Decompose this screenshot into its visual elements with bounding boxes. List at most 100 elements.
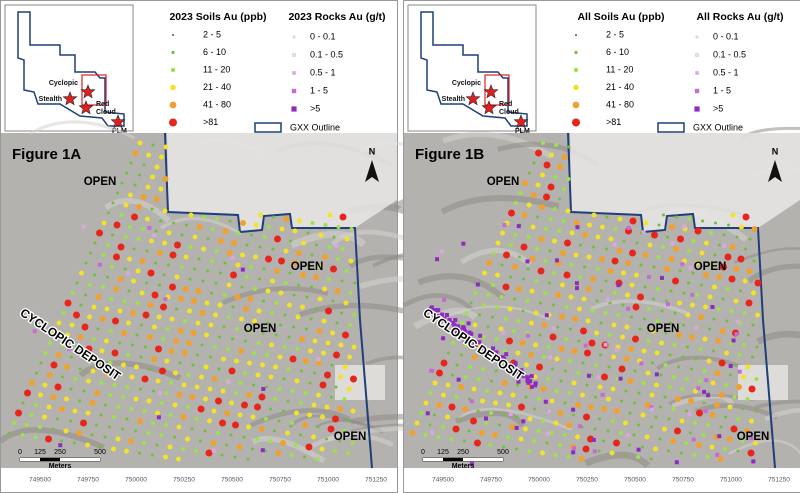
sample-dot (677, 235, 684, 243)
sample-dot (529, 320, 534, 326)
sample-dot (85, 345, 93, 353)
rock-sample (491, 346, 496, 351)
sample-dot (755, 312, 760, 318)
sample-dot (350, 441, 355, 445)
sample-dot (458, 384, 464, 390)
sample-dot (285, 430, 290, 436)
sample-dot (151, 143, 155, 147)
sample-dot (290, 389, 295, 393)
sample-dot (123, 267, 127, 271)
rock-sample (516, 379, 521, 384)
sample-dot (24, 389, 31, 397)
sample-dot (286, 367, 291, 371)
sample-dot (301, 240, 306, 246)
sample-dot (226, 315, 231, 319)
rock-sample (592, 449, 597, 454)
rocks-legend-label: 0 - 0.1 (310, 31, 336, 41)
sample-dot (112, 383, 117, 387)
sample-dot (196, 224, 203, 230)
sample-dot (575, 402, 581, 408)
sample-dot (325, 340, 331, 346)
sample-dot (173, 338, 179, 344)
rocks-legend-title: 2023 Rocks Au (g/t) (288, 11, 385, 23)
rock-sample (494, 350, 499, 355)
sample-dot (231, 305, 235, 309)
sample-dot (273, 397, 277, 401)
sample-dot (714, 402, 720, 408)
sample-dot (191, 363, 195, 367)
sample-dot (34, 403, 38, 407)
sample-dot (112, 415, 116, 419)
sample-dot (292, 325, 295, 329)
terrain-ridge (402, 293, 475, 313)
sample-dot (703, 304, 708, 310)
sample-dot (287, 302, 292, 308)
sample-dot (680, 387, 685, 391)
sample-dot (530, 192, 537, 198)
rock-sample (475, 282, 480, 287)
sample-dot (621, 270, 626, 276)
sample-dot (714, 221, 717, 225)
sample-dot (645, 370, 651, 376)
sample-dot (447, 351, 450, 355)
sample-dot (346, 386, 352, 392)
sample-dot (744, 247, 747, 251)
sample-dot (644, 402, 651, 408)
sample-dot (737, 353, 742, 357)
sample-dot (69, 419, 72, 423)
sample-dot (265, 385, 268, 389)
sample-dot (665, 299, 668, 303)
sample-dot (246, 457, 250, 461)
sample-dot (88, 283, 92, 287)
sample-dot (706, 358, 712, 364)
rock-sample (334, 243, 339, 248)
sample-dot (622, 239, 626, 243)
sample-dot (155, 378, 161, 384)
sample-dot (680, 451, 683, 455)
sample-dot (344, 236, 350, 242)
sample-dot (617, 216, 623, 222)
sample-dot (294, 378, 300, 384)
rock-sample (442, 297, 447, 302)
sample-dot (607, 333, 612, 337)
sample-dot (754, 409, 758, 413)
rocks-legend-label: 0.1 - 0.5 (310, 49, 343, 59)
sample-dot (241, 401, 248, 409)
rocks-legend-marker (292, 35, 296, 39)
sample-dot (739, 224, 744, 230)
sample-dot (314, 307, 317, 311)
sample-dot (486, 357, 489, 361)
sample-dot (265, 353, 269, 357)
sample-dot (158, 186, 164, 192)
sample-dot (111, 349, 119, 357)
sample-dot (103, 370, 109, 376)
rock-sample (513, 361, 518, 366)
sample-dot (490, 379, 493, 383)
sample-dot (616, 313, 621, 317)
sample-dot (532, 161, 536, 165)
sample-dot (564, 239, 571, 247)
sample-dot (618, 365, 626, 373)
sample-dot (718, 243, 721, 247)
sample-dot (716, 274, 722, 280)
rock-sample (577, 424, 582, 429)
sample-dot (577, 339, 581, 343)
sample-dot (21, 401, 25, 405)
sample-dot (558, 443, 562, 447)
sample-dot (527, 449, 532, 453)
sample-dot (709, 444, 715, 450)
sample-dot (548, 281, 551, 285)
scale-segment (20, 458, 40, 461)
sample-dot (161, 337, 165, 341)
sample-dot (103, 435, 107, 439)
inset-star (110, 114, 126, 129)
sample-dot (502, 283, 510, 291)
terrain-ridge (584, 451, 651, 469)
sample-dot (126, 353, 130, 357)
sample-dot (754, 377, 759, 381)
sample-dot (541, 141, 545, 145)
scale-segment (463, 458, 503, 461)
rock-sample (519, 370, 524, 375)
sample-dot (331, 299, 335, 303)
sample-dot (239, 316, 244, 322)
